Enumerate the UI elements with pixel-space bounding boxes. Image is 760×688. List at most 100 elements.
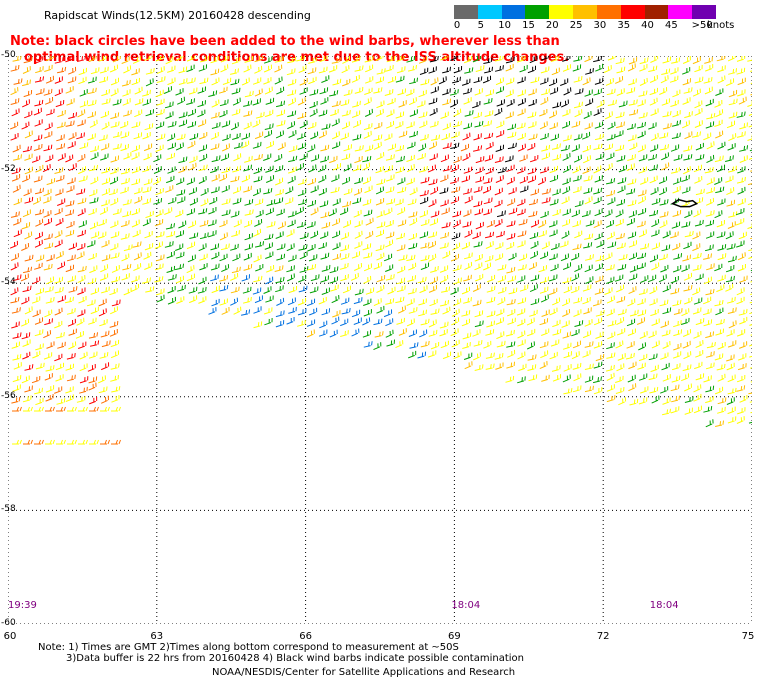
wind-barb bbox=[123, 152, 132, 160]
wind-barb bbox=[230, 210, 240, 218]
wind-barb bbox=[418, 143, 427, 152]
wind-barb bbox=[453, 155, 462, 164]
wind-barb bbox=[144, 123, 154, 131]
wind-barb bbox=[254, 56, 264, 63]
wind-barb bbox=[43, 233, 53, 241]
wind-barb bbox=[726, 397, 735, 405]
wind-barb bbox=[484, 66, 494, 74]
wind-barb bbox=[385, 154, 395, 161]
wind-barb bbox=[584, 233, 594, 240]
wind-barb bbox=[34, 76, 45, 83]
wind-barb bbox=[277, 221, 286, 230]
wind-barb bbox=[176, 133, 186, 141]
wind-barb bbox=[420, 262, 430, 270]
wind-barb bbox=[706, 177, 715, 186]
wind-barb bbox=[485, 167, 494, 175]
wind-barb bbox=[627, 178, 637, 185]
wind-barb bbox=[12, 56, 22, 62]
wind-barb bbox=[627, 298, 636, 307]
wind-barb bbox=[541, 197, 551, 204]
wind-barb bbox=[77, 229, 86, 237]
wind-barb bbox=[231, 230, 240, 237]
wind-barb bbox=[739, 145, 749, 152]
wind-barb bbox=[627, 374, 636, 383]
wind-barb bbox=[13, 229, 22, 238]
wind-barb bbox=[221, 209, 231, 217]
wind-barb bbox=[221, 307, 230, 315]
wind-barb bbox=[120, 143, 129, 152]
wind-barb bbox=[263, 77, 272, 85]
wind-barb bbox=[298, 65, 307, 74]
wind-barb bbox=[76, 251, 85, 260]
wind-barb bbox=[373, 122, 383, 130]
wind-barb bbox=[526, 317, 535, 326]
wind-barb bbox=[593, 196, 602, 205]
wind-barb bbox=[376, 178, 386, 186]
wind-barb bbox=[88, 56, 97, 63]
wind-barb bbox=[440, 174, 449, 183]
wind-barb bbox=[482, 185, 491, 194]
wind-barb bbox=[526, 341, 535, 350]
wind-barb bbox=[243, 121, 252, 130]
wind-barb bbox=[12, 406, 22, 412]
wind-barb bbox=[10, 211, 20, 218]
wind-barb bbox=[560, 144, 570, 152]
wind-barb bbox=[287, 121, 296, 130]
wind-barb bbox=[285, 186, 294, 195]
wind-barb bbox=[693, 393, 702, 402]
wind-barb bbox=[365, 64, 374, 73]
wind-barb bbox=[750, 64, 752, 72]
wind-barb bbox=[450, 142, 460, 149]
wind-barb bbox=[429, 153, 438, 161]
wind-barb bbox=[583, 187, 593, 194]
wind-barb bbox=[276, 253, 286, 261]
wind-barb bbox=[331, 230, 341, 239]
wind-barb bbox=[23, 188, 32, 197]
wind-barb bbox=[351, 251, 361, 259]
wind-barb bbox=[274, 56, 284, 63]
wind-barb bbox=[199, 77, 209, 85]
wind-barb bbox=[109, 328, 118, 337]
wind-barb bbox=[77, 153, 86, 162]
wind-barb bbox=[33, 134, 43, 142]
wind-barb bbox=[76, 317, 85, 326]
wind-barb bbox=[364, 144, 374, 152]
wind-barb bbox=[165, 223, 175, 230]
wind-barb bbox=[550, 243, 560, 251]
wind-barb bbox=[640, 243, 650, 250]
wind-barb bbox=[178, 66, 188, 74]
wind-barb bbox=[342, 285, 351, 294]
wind-barb bbox=[440, 232, 450, 239]
wind-barb bbox=[54, 207, 63, 216]
wind-barb bbox=[572, 165, 581, 174]
wind-barb bbox=[199, 131, 208, 140]
wind-barb bbox=[559, 240, 569, 248]
wind-barb bbox=[716, 164, 726, 173]
wind-barb bbox=[384, 207, 393, 216]
wind-barb bbox=[341, 153, 351, 161]
wind-barb bbox=[343, 220, 352, 228]
wind-barb bbox=[109, 288, 118, 296]
wind-barb bbox=[189, 295, 198, 304]
wind-barb bbox=[255, 111, 265, 119]
wind-barb bbox=[363, 263, 372, 272]
wind-barb bbox=[704, 86, 713, 95]
wind-barb bbox=[385, 220, 394, 228]
wind-barb bbox=[374, 331, 384, 338]
wind-barb bbox=[692, 287, 701, 296]
wind-barb bbox=[275, 320, 285, 328]
wind-barb bbox=[110, 252, 120, 259]
wind-barb bbox=[704, 167, 714, 174]
wind-barb bbox=[397, 88, 407, 96]
wind-barb bbox=[616, 199, 626, 206]
wind-barb bbox=[66, 98, 75, 106]
wind-barb bbox=[506, 298, 516, 306]
wind-barb bbox=[66, 374, 76, 382]
wind-barb bbox=[672, 177, 682, 185]
wind-barb bbox=[584, 56, 593, 63]
wind-barb bbox=[297, 319, 306, 327]
wind-barb bbox=[265, 140, 274, 149]
wind-barb bbox=[430, 86, 439, 94]
wind-barb bbox=[329, 266, 339, 274]
wind-barb bbox=[475, 176, 485, 183]
